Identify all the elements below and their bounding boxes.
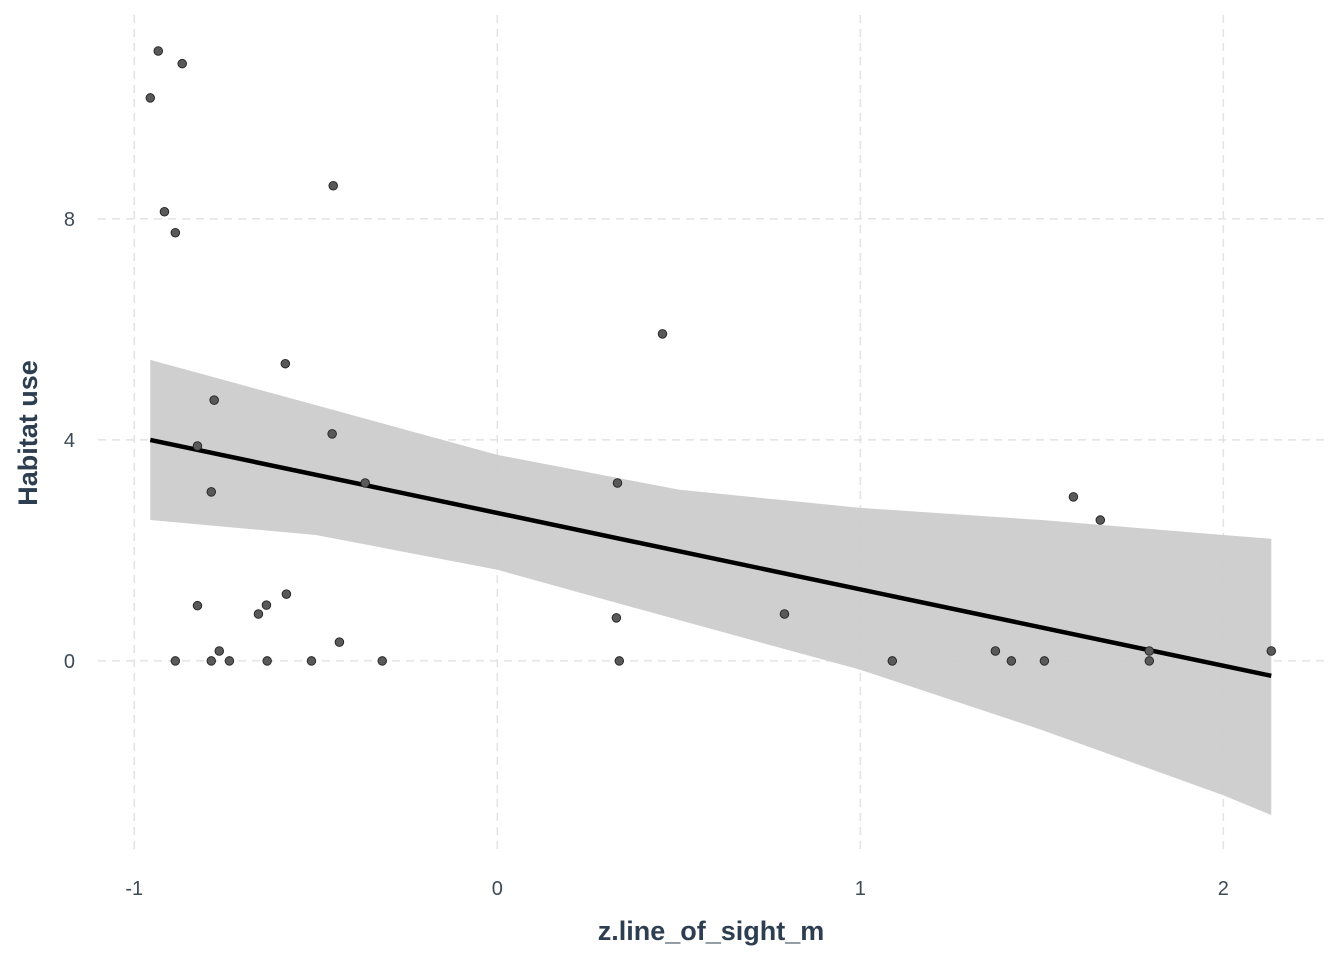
data-point — [657, 329, 668, 339]
y-tick-label: 8 — [64, 209, 75, 231]
data-point — [328, 181, 338, 191]
data-point — [327, 429, 337, 439]
x-tick-label: 2 — [1218, 878, 1229, 900]
data-point — [360, 478, 370, 488]
x-tick-label: 0 — [492, 878, 503, 900]
data-point — [887, 656, 898, 666]
data-point — [334, 637, 345, 647]
data-point — [1068, 492, 1079, 502]
x-tick-label: -1 — [125, 878, 143, 900]
fit-line-group — [149, 437, 1272, 679]
data-point — [281, 589, 292, 599]
x-tick-label: 1 — [855, 878, 866, 900]
data-point — [170, 656, 181, 666]
confidence-ribbon — [150, 359, 1272, 816]
data-point — [262, 656, 272, 666]
data-point — [192, 600, 203, 611]
data-point — [614, 656, 625, 666]
data-point — [177, 58, 187, 69]
data-point — [1006, 656, 1017, 666]
data-point — [209, 395, 219, 405]
data-point — [170, 227, 181, 238]
data-point — [192, 441, 203, 451]
data-point — [1095, 515, 1106, 525]
y-axis-title: Habitat use — [13, 360, 43, 506]
data-point — [153, 46, 164, 56]
data-point — [612, 478, 623, 488]
y-tick-label: 0 — [64, 651, 75, 673]
data-point — [224, 656, 235, 666]
x-tick-labels: -1 0 1 2 — [125, 878, 1229, 900]
data-point — [280, 358, 291, 369]
data-point — [377, 656, 387, 666]
data-point — [1144, 646, 1155, 656]
data-point — [1039, 656, 1050, 666]
data-point — [1266, 646, 1277, 656]
y-tick-labels: 0 4 8 — [64, 209, 75, 673]
data-point — [261, 600, 272, 610]
data-point — [1144, 656, 1155, 666]
data-point — [611, 613, 622, 623]
fit-line — [149, 437, 1272, 679]
y-tick-label: 4 — [64, 430, 75, 452]
confidence-ribbon-group — [150, 359, 1272, 816]
data-point — [253, 609, 264, 619]
data-point — [206, 487, 217, 497]
data-point — [990, 646, 1001, 656]
data-point — [206, 656, 217, 666]
data-point — [779, 609, 790, 619]
data-point — [214, 646, 224, 656]
data-point — [306, 656, 317, 666]
data-point — [159, 206, 170, 217]
data-points — [145, 46, 1277, 666]
data-point — [145, 93, 156, 103]
x-axis-title: z.line_of_sight_m — [598, 916, 825, 946]
